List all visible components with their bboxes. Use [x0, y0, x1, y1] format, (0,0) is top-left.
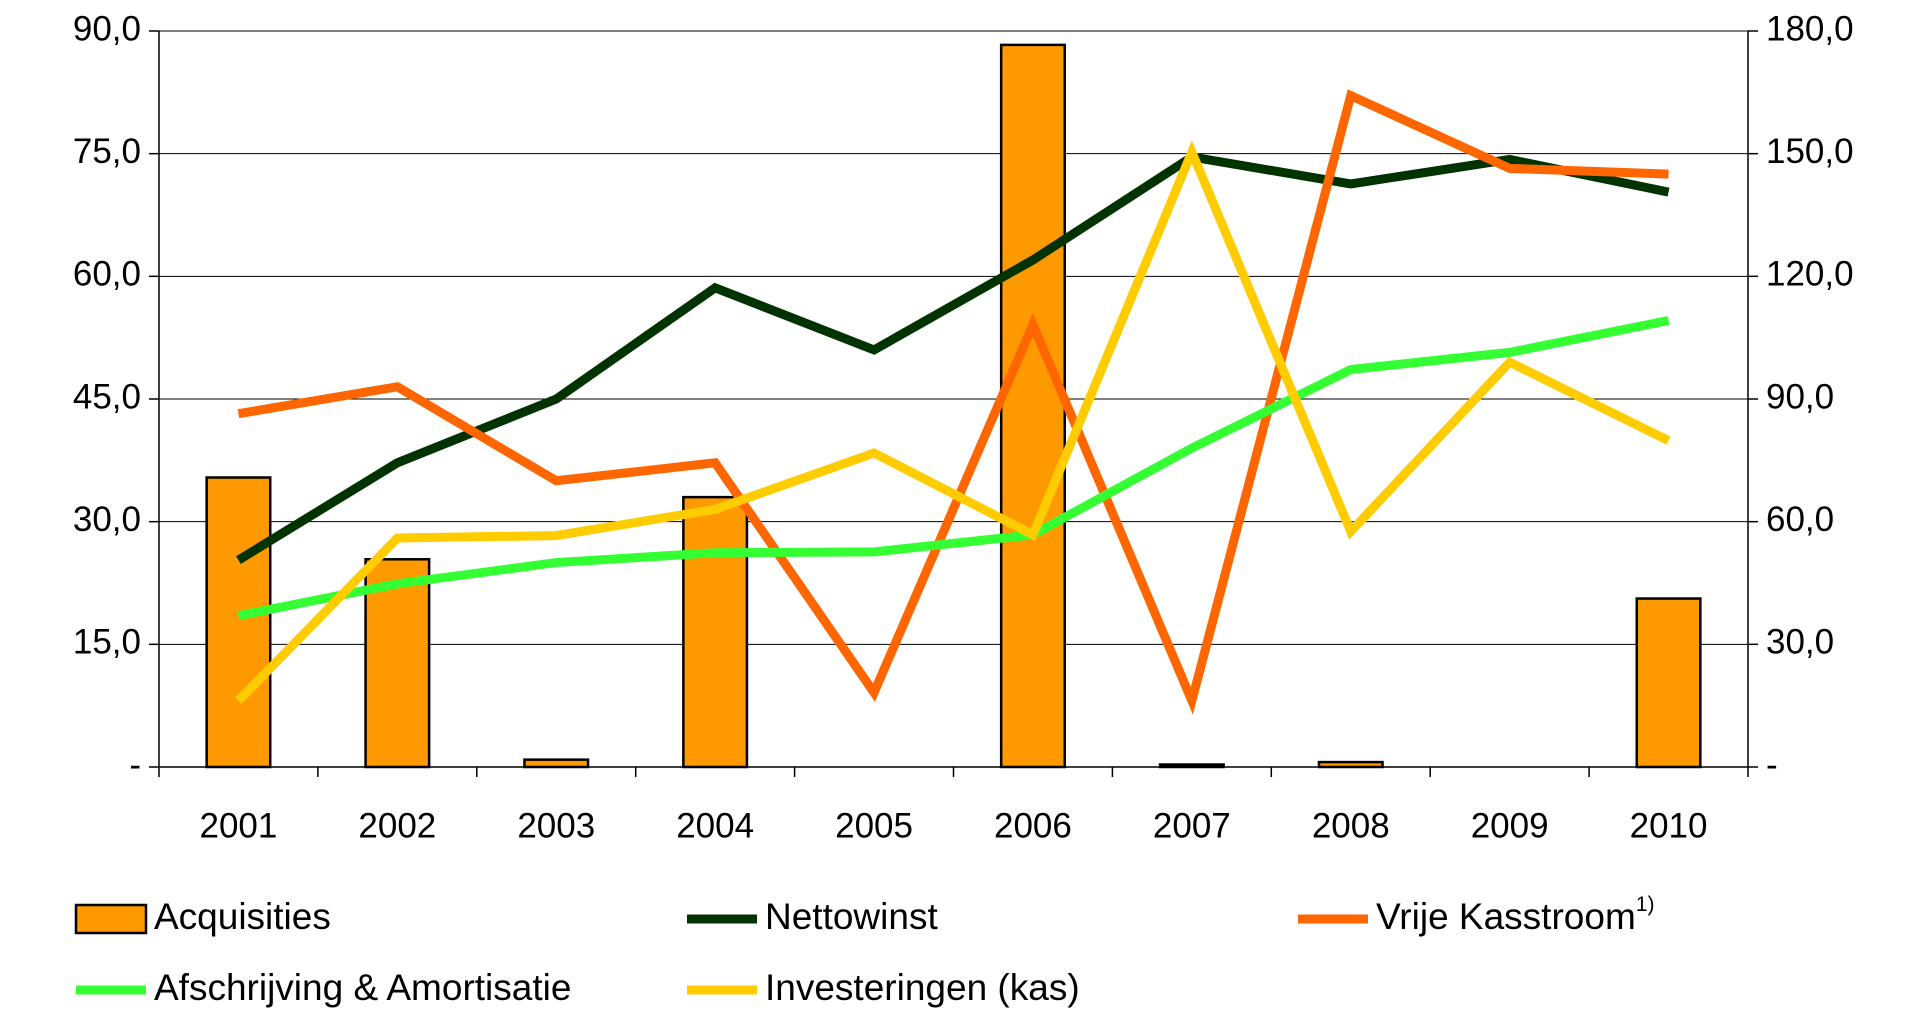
y2-tick-label: 150,0 — [1766, 132, 1854, 171]
legend-label: Vrije Kasstroom1) — [1376, 893, 1654, 937]
legend-text: Vrije Kasstroom — [1376, 896, 1636, 937]
y-tick-label: 15,0 — [73, 623, 141, 662]
legend-label: Nettowinst — [765, 896, 938, 937]
y2-tick-label: - — [1766, 745, 1778, 784]
y2-tick-label: 180,0 — [1766, 9, 1854, 48]
bar — [682, 495, 749, 769]
legend-swatch — [74, 903, 148, 935]
y-tick-label: 90,0 — [73, 9, 141, 48]
x-tick-label: 2004 — [676, 806, 754, 845]
bar — [364, 558, 431, 769]
legend-text: Nettowinst — [765, 896, 938, 937]
y-tick-label: - — [129, 745, 141, 784]
bar — [1635, 597, 1702, 769]
x-tick-label: 2010 — [1630, 806, 1708, 845]
legend-note: 1) — [1636, 893, 1655, 916]
legend-label: Investeringen (kas) — [765, 967, 1080, 1008]
line — [235, 140, 1671, 704]
y2-tick-label: 60,0 — [1766, 500, 1834, 539]
y-tick-label: 60,0 — [73, 255, 141, 294]
bar — [999, 43, 1066, 769]
bar — [205, 476, 272, 769]
legend-text: Investeringen (kas) — [765, 967, 1080, 1008]
x-tick-label: 2002 — [358, 806, 436, 845]
line — [237, 316, 1670, 621]
bar — [1158, 763, 1225, 769]
line — [237, 89, 1669, 715]
y-tick-label: 30,0 — [73, 500, 141, 539]
x-tick-label: 2008 — [1312, 806, 1390, 845]
legend-text: Afschrijving & Amortisatie — [154, 967, 571, 1008]
x-tick-label: 2001 — [200, 806, 278, 845]
y2-tick-label: 30,0 — [1766, 623, 1834, 662]
legend-label: Acquisities — [154, 896, 331, 937]
x-tick-label: 2005 — [835, 806, 913, 845]
x-tick-label: 2006 — [994, 806, 1072, 845]
x-tick-label: 2003 — [517, 806, 595, 845]
y-tick-label: 45,0 — [73, 377, 141, 416]
legend-text: Acquisities — [154, 896, 331, 937]
y2-tick-label: 90,0 — [1766, 377, 1834, 416]
y2-tick-label: 120,0 — [1766, 255, 1854, 294]
x-tick-label: 2009 — [1471, 806, 1549, 845]
x-tick-label: 2007 — [1153, 806, 1231, 845]
legend-label: Afschrijving & Amortisatie — [154, 967, 571, 1008]
bar — [1317, 760, 1384, 769]
bar — [523, 758, 590, 769]
y-tick-label: 75,0 — [73, 132, 141, 171]
